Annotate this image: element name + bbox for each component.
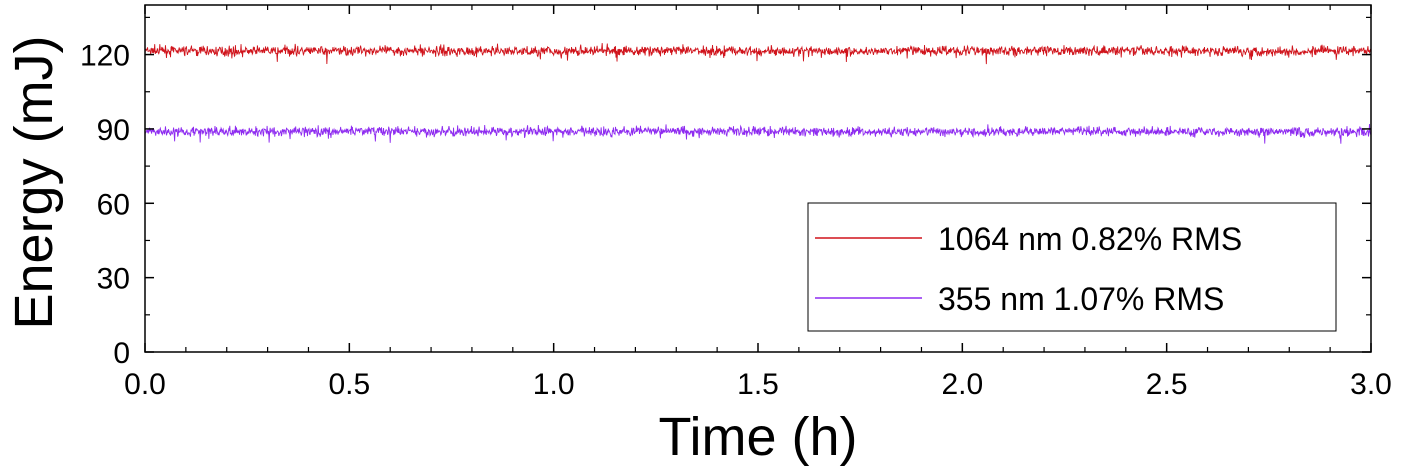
x-tick-label-1: 0.5	[328, 368, 370, 401]
x-tick-label-0: 0.0	[124, 368, 166, 401]
series-line-0	[144, 43, 1372, 65]
x-tick-label-3: 1.5	[737, 368, 779, 401]
y-tick-label-3: 90	[97, 114, 130, 147]
x-axis-title: Time (h)	[659, 407, 858, 467]
ticks-layer	[144, 5, 1372, 353]
series-layer	[144, 43, 1372, 144]
legend-label-1064nm: 1064 nm 0.82% RMS	[938, 221, 1242, 257]
legend: 1064 nm 0.82% RMS 355 nm 1.07% RMS	[807, 202, 1337, 332]
y-tick-label-0: 0	[113, 337, 130, 370]
y-tick-label-1: 30	[97, 263, 130, 296]
y-axis-title: Energy (mJ)	[4, 35, 64, 329]
x-tick-label-5: 2.5	[1146, 368, 1188, 401]
legend-box	[807, 202, 1337, 332]
x-tick-label-2: 1.0	[533, 368, 575, 401]
x-tick-label-4: 2.0	[941, 368, 983, 401]
y-tick-label-4: 120	[80, 40, 130, 73]
legend-label-355nm: 355 nm 1.07% RMS	[938, 281, 1224, 317]
series-line-1	[144, 123, 1372, 144]
x-tick-label-6: 3.0	[1350, 368, 1392, 401]
y-tick-label-2: 60	[97, 188, 130, 221]
tick-labels: 0.0 0.5 1.0 1.5 2.0 2.5 3.0 0 30 60 90 120	[80, 40, 1392, 401]
